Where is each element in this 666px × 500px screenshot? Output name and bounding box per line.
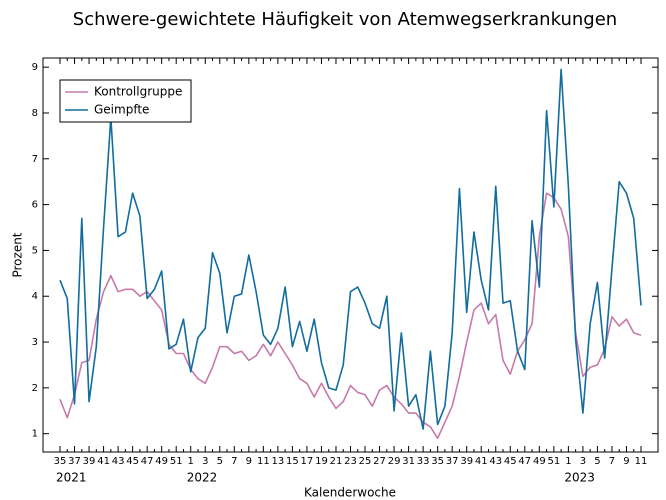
x-tick-label: 5	[594, 456, 600, 467]
x-tick-label: 3	[202, 456, 208, 467]
x-tick-label: 3	[580, 456, 586, 467]
x-tick-label: 5	[217, 456, 223, 467]
x-tick-label: 13	[272, 456, 285, 467]
x-tick-label: 7	[231, 456, 237, 467]
legend-label: Kontrollgruppe	[94, 85, 182, 99]
x-tick-label: 31	[402, 456, 415, 467]
x-tick-label: 39	[460, 456, 473, 467]
y-tick-label: 3	[32, 337, 38, 348]
year-label: 2021	[56, 471, 87, 485]
x-tick-label: 29	[388, 456, 401, 467]
x-tick-label: 47	[141, 456, 154, 467]
y-axis-label: Prozent	[11, 232, 25, 277]
year-label: 2022	[187, 471, 218, 485]
x-tick-label: 41	[475, 456, 488, 467]
x-tick-label: 23	[344, 456, 357, 467]
legend-label: Geimpfte	[94, 103, 149, 117]
x-tick-label: 27	[373, 456, 386, 467]
x-tick-label: 1	[188, 456, 194, 467]
x-tick-label: 9	[246, 456, 252, 467]
x-tick-label: 45	[504, 456, 517, 467]
x-tick-label: 45	[126, 456, 139, 467]
legend-box	[59, 79, 192, 123]
x-tick-label: 51	[170, 456, 183, 467]
series-line	[59, 68, 642, 430]
series-line	[59, 192, 642, 440]
x-tick-label: 39	[83, 456, 96, 467]
x-tick-label: 19	[315, 456, 328, 467]
y-tick-label: 9	[32, 62, 38, 73]
y-tick-label: 1	[32, 429, 38, 440]
x-tick-label: 49	[533, 456, 546, 467]
x-tick-label: 49	[155, 456, 168, 467]
y-tick-label: 8	[32, 108, 38, 119]
x-tick-label: 11	[257, 456, 270, 467]
x-tick-label: 41	[97, 456, 110, 467]
x-tick-label: 43	[112, 456, 125, 467]
chart-title: Schwere-gewichtete Häufigkeit von Atemwe…	[73, 9, 617, 30]
x-tick-label: 7	[609, 456, 615, 467]
x-tick-label: 47	[518, 456, 531, 467]
x-tick-label: 35	[431, 456, 444, 467]
x-tick-label: 17	[301, 456, 314, 467]
x-tick-label: 51	[547, 456, 560, 467]
x-tick-label: 37	[446, 456, 459, 467]
y-tick-label: 5	[32, 245, 38, 256]
year-label: 2023	[564, 471, 595, 485]
x-tick-label: 9	[623, 456, 629, 467]
x-tick-label: 33	[417, 456, 430, 467]
x-tick-label: 35	[54, 456, 67, 467]
x-tick-label: 43	[489, 456, 502, 467]
x-axis-label: Kalenderwoche	[304, 486, 396, 500]
x-tick-label: 25	[359, 456, 372, 467]
x-tick-label: 15	[286, 456, 299, 467]
x-tick-label: 37	[68, 456, 81, 467]
y-tick-label: 4	[32, 291, 38, 302]
y-tick-label: 2	[32, 383, 38, 394]
x-tick-label: 21	[330, 456, 343, 467]
x-tick-label: 11	[635, 456, 648, 467]
y-tick-label: 6	[32, 200, 38, 211]
x-tick-label: 1	[565, 456, 571, 467]
y-tick-label: 7	[32, 154, 38, 165]
